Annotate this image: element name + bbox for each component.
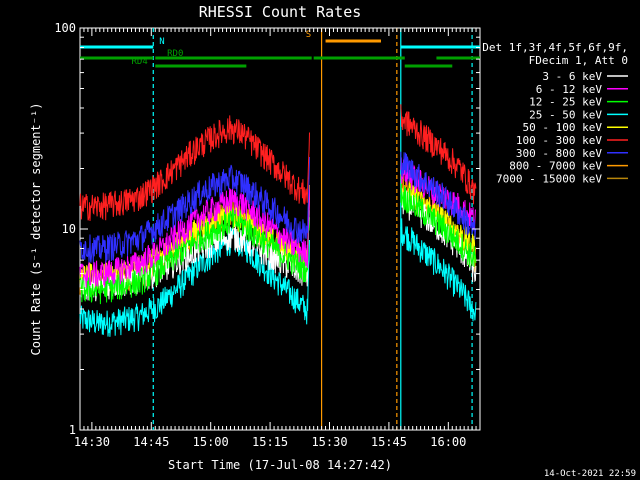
x-tick-label: 14:30 — [74, 435, 110, 449]
legend-label: 6 - 12 keV — [536, 83, 603, 96]
y-tick-label: 10 — [62, 222, 76, 236]
legend-label: 300 - 800 keV — [516, 147, 602, 160]
series-line — [79, 188, 310, 288]
flag-label: N — [159, 37, 164, 47]
generated-timestamp: 14-Oct-2021 22:59 — [544, 469, 636, 479]
flag-label: RD4 — [131, 57, 147, 67]
series-line — [400, 183, 477, 268]
legend-label: 12 - 25 keV — [529, 96, 602, 109]
series-line — [400, 151, 477, 240]
legend: Det 1f,3f,4f,5f,6f,9f,FDecim 1, Att 0 3 -… — [482, 41, 628, 185]
series-line — [79, 156, 310, 263]
y-axis-label: Count Rate (s⁻¹ detector segment⁻¹) — [29, 103, 43, 356]
legend-label: 100 - 300 keV — [516, 134, 602, 147]
series-line — [79, 208, 310, 305]
legend-label: 7000 - 15000 keV — [496, 172, 602, 185]
x-tick-label: 14:45 — [133, 435, 169, 449]
legend-header: FDecim 1, Att 0 — [529, 54, 628, 67]
x-tick-label: 15:45 — [371, 435, 407, 449]
y-tick-label: 1 — [69, 423, 76, 437]
series-line — [400, 104, 477, 205]
legend-label: 50 - 100 keV — [523, 121, 603, 134]
x-tick-label: 15:00 — [193, 435, 229, 449]
series-group — [79, 104, 477, 337]
legend-label: 3 - 6 keV — [542, 70, 602, 83]
legend-label: 800 - 7000 keV — [509, 160, 602, 173]
x-axis-label: Start Time (17-Jul-08 14:27:42) — [168, 458, 392, 472]
chart-title: RHESSI Count Rates — [199, 3, 362, 21]
attenuator-flags: N S RD0 RD4 — [80, 30, 480, 68]
y-tick-label: 100 — [54, 21, 76, 35]
series-line — [79, 115, 310, 222]
legend-header: Det 1f,3f,4f,5f,6f,9f, — [482, 41, 628, 54]
x-tick-label: 15:15 — [252, 435, 288, 449]
y-axis: 1 10 100 — [54, 21, 480, 437]
plot-frame — [79, 27, 481, 431]
series-line — [400, 218, 477, 322]
x-tick-label: 16:00 — [430, 435, 466, 449]
series-line — [400, 182, 477, 262]
flag-label: S — [306, 30, 311, 40]
flag-label: RD0 — [167, 49, 183, 59]
x-axis: 14:30 14:45 15:00 15:15 15:30 15:45 16:00 — [74, 28, 481, 449]
x-tick-label: 15:30 — [311, 435, 347, 449]
series-line — [79, 227, 310, 337]
legend-label: 25 - 50 keV — [529, 108, 602, 121]
